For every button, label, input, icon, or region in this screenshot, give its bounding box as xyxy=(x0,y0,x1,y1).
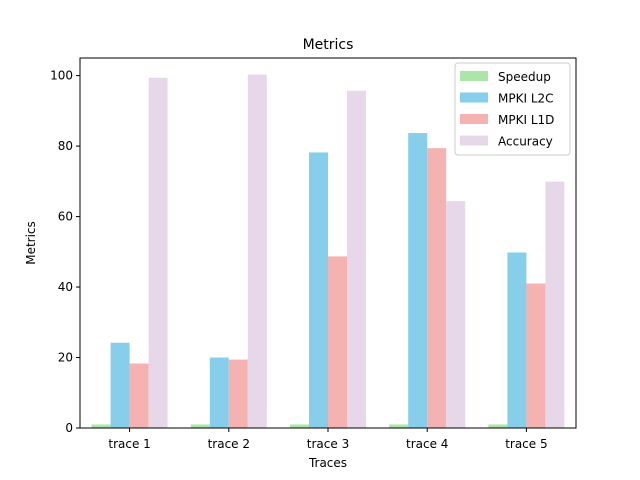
y-tick-label: 80 xyxy=(58,139,73,153)
bar-mpki-l2c-5 xyxy=(507,252,527,428)
legend-swatch xyxy=(460,92,488,103)
bar-accuracy-2 xyxy=(247,74,267,429)
legend-swatch xyxy=(460,114,488,124)
y-tick-label: 40 xyxy=(58,280,73,294)
x-tick-label: trace 4 xyxy=(406,437,448,451)
legend-swatch xyxy=(460,71,488,81)
x-axis: trace 1 trace 2 trace 3 trace 4 trace 5 xyxy=(108,428,548,451)
x-tick-label: trace 1 xyxy=(108,437,150,451)
legend: Speedup MPKI L2C MPKI L1D Accuracy xyxy=(454,62,571,156)
bar-accuracy-3 xyxy=(347,90,366,429)
y-axis-label: Metrics xyxy=(24,221,38,265)
legend-swatch xyxy=(460,135,488,146)
y-tick-label: 20 xyxy=(58,351,73,365)
bar-accuracy-4 xyxy=(446,201,466,428)
x-axis-label: Traces xyxy=(308,456,347,470)
y-tick-label: 60 xyxy=(58,210,73,224)
y-axis: 0 20 40 60 80 100 xyxy=(50,69,80,435)
bar-mpki-l1d-4 xyxy=(427,148,447,428)
x-tick-label: trace 5 xyxy=(505,437,547,451)
bar-speedup-4 xyxy=(389,424,409,428)
x-tick-label: trace 2 xyxy=(208,437,250,451)
bar-speedup-3 xyxy=(290,424,309,428)
y-tick-label: 100 xyxy=(50,69,73,83)
legend-label: Accuracy xyxy=(498,135,553,149)
bar-speedup-1 xyxy=(91,424,111,428)
x-tick-label: trace 3 xyxy=(307,437,349,451)
bar-accuracy-1 xyxy=(148,77,168,428)
bar-mpki-l2c-2 xyxy=(209,357,229,428)
bar-accuracy-5 xyxy=(545,181,565,428)
bars-group xyxy=(91,74,565,429)
bar-mpki-l1d-2 xyxy=(228,359,248,428)
y-tick-label: 0 xyxy=(65,421,73,435)
bar-mpki-l1d-3 xyxy=(328,256,347,428)
bar-speedup-2 xyxy=(190,424,210,428)
legend-label: MPKI L1D xyxy=(498,113,554,127)
legend-box xyxy=(454,62,571,156)
legend-label: MPKI L2C xyxy=(498,92,554,106)
bar-mpki-l2c-3 xyxy=(309,152,328,428)
bar-speedup-5 xyxy=(488,424,508,428)
legend-label: Speedup xyxy=(498,70,551,84)
bar-mpki-l1d-1 xyxy=(129,363,149,428)
bar-mpki-l2c-1 xyxy=(110,342,130,428)
chart-title: Metrics xyxy=(303,37,354,53)
bar-mpki-l1d-5 xyxy=(526,283,546,428)
bar-mpki-l2c-4 xyxy=(408,133,428,429)
